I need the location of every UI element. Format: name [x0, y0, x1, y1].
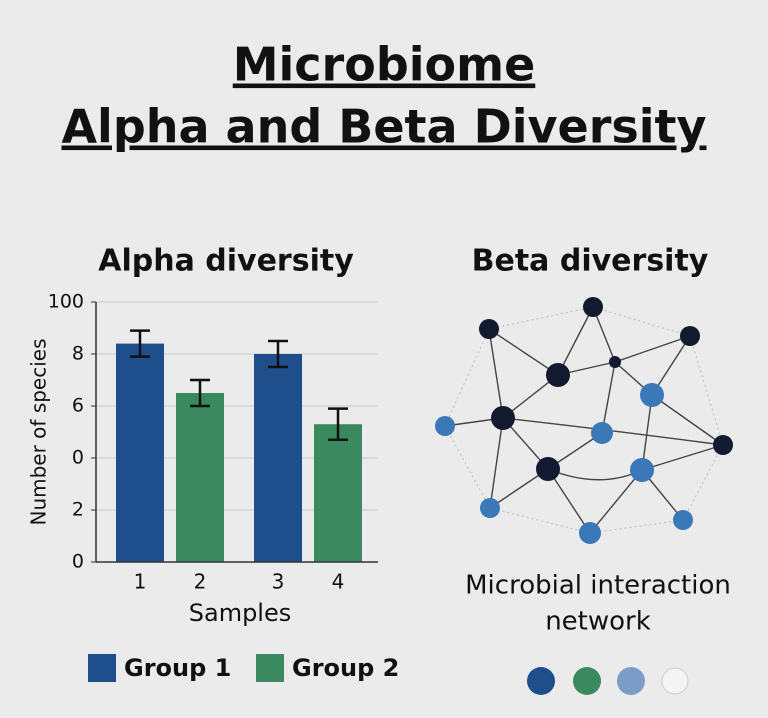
- node: [579, 522, 601, 544]
- node: [713, 435, 733, 455]
- edge: [488, 328, 559, 376]
- error-bar: [130, 329, 150, 358]
- color-swatches: [527, 667, 689, 695]
- y-axis-label: Number of species: [27, 338, 51, 525]
- legend-label: Group 1: [124, 654, 231, 682]
- legend-swatch: [256, 654, 284, 682]
- bar: [314, 424, 362, 562]
- y-tick-label: 8: [72, 343, 84, 365]
- x-tick-label: 4: [332, 570, 345, 594]
- node: [546, 363, 570, 387]
- node: [491, 406, 515, 430]
- chart-title: Alpha diversity: [98, 244, 354, 279]
- node: [583, 297, 603, 317]
- swatch: [661, 667, 689, 695]
- dark-nodes: [479, 297, 733, 481]
- y-tick-label: 0: [72, 551, 84, 573]
- main-title: Microbiome: [233, 38, 536, 92]
- edge: [557, 306, 594, 376]
- edge: [547, 468, 591, 534]
- network-title: Beta diversity: [472, 244, 709, 279]
- node: [630, 458, 654, 482]
- network-caption: network: [545, 607, 651, 637]
- edge: [651, 394, 724, 446]
- bar: [116, 343, 164, 562]
- edge: [614, 335, 691, 363]
- y-tick-label: 100: [48, 291, 84, 313]
- edge: [641, 444, 724, 471]
- edge: [601, 361, 616, 434]
- node: [591, 422, 613, 444]
- node: [609, 356, 621, 368]
- x-axis-label: Samples: [189, 599, 292, 627]
- node: [435, 416, 455, 436]
- y-tick-label: 0: [72, 447, 84, 469]
- legend-label: Group 2: [292, 654, 399, 682]
- error-bar: [268, 339, 288, 369]
- error-bar: [190, 378, 210, 408]
- network-caption: Microbial interaction: [465, 571, 731, 601]
- legend-swatch: [88, 654, 116, 682]
- error-bar: [328, 407, 348, 442]
- edge: [489, 417, 504, 509]
- network-outline: [444, 306, 724, 534]
- node: [640, 383, 664, 407]
- swatch: [573, 667, 601, 695]
- blue-nodes: [435, 383, 693, 544]
- x-tick-label: 1: [134, 570, 147, 594]
- network: [435, 297, 733, 544]
- node: [536, 457, 560, 481]
- x-tick-label: 3: [272, 570, 285, 594]
- swatch: [527, 667, 555, 695]
- edge: [488, 328, 504, 419]
- swatch: [617, 667, 645, 695]
- bar: [254, 354, 302, 562]
- y-tick-label: 2: [72, 499, 84, 521]
- node: [680, 326, 700, 346]
- node: [673, 510, 693, 530]
- edge: [589, 469, 643, 534]
- edge: [641, 394, 653, 471]
- bar: [176, 393, 224, 562]
- node: [480, 498, 500, 518]
- y-tick-label: 6: [72, 395, 84, 417]
- node: [479, 319, 499, 339]
- main-title: Alpha and Beta Diversity: [61, 100, 706, 154]
- x-tick-label: 2: [194, 570, 207, 594]
